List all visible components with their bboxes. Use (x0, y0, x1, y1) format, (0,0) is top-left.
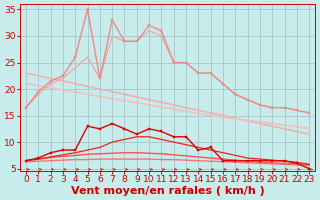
X-axis label: Vent moyen/en rafales ( km/h ): Vent moyen/en rafales ( km/h ) (71, 186, 264, 196)
